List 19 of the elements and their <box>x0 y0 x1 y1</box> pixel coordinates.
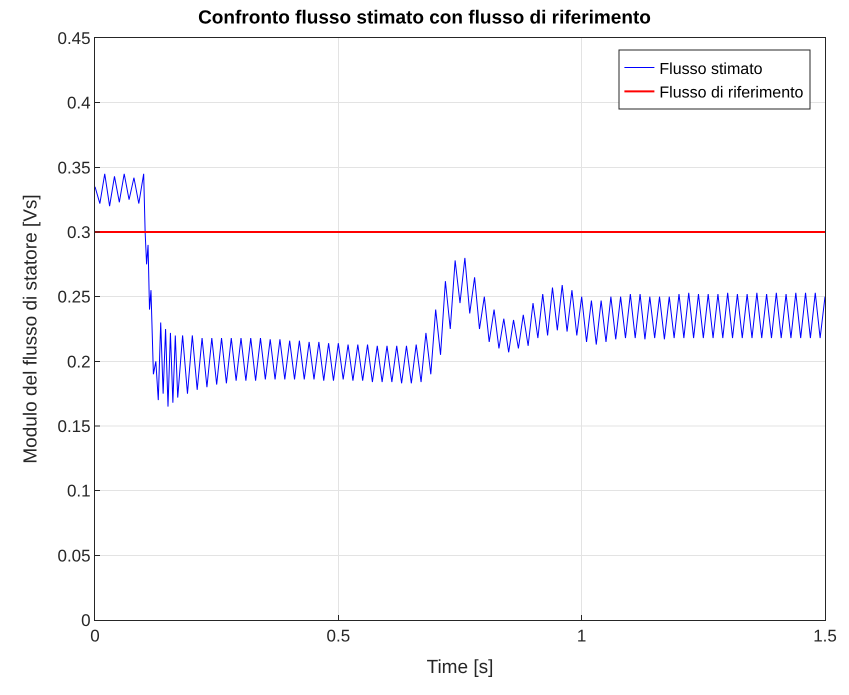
legend-label: Flusso stimato <box>659 60 763 78</box>
x-tick-label: 1 <box>576 626 586 646</box>
y-tick-label: 0.25 <box>58 288 91 307</box>
chart-title: Confronto flusso stimato con flusso di riferimento <box>198 8 651 29</box>
x-tick-label: 0.5 <box>326 626 350 646</box>
y-tick-label: 0 <box>81 610 91 630</box>
y-tick-label: 0.15 <box>58 416 91 436</box>
y-tick-label: 0.45 <box>58 28 91 48</box>
y-axis-title: Modulo del flusso di statore [Vs] <box>20 194 42 464</box>
legend-label: Flusso di riferimento <box>659 84 804 102</box>
x-axis-title: Time [s] <box>426 657 494 678</box>
y-tick-label: 0.3 <box>66 222 91 242</box>
y-tick-label: 0.2 <box>66 352 91 372</box>
y-tick-label: 0.35 <box>58 158 91 178</box>
y-tick-label: 0.1 <box>66 482 91 501</box>
x-tick-label: 1.5 <box>813 626 837 646</box>
y-tick-label: 0.4 <box>66 94 91 113</box>
y-tick-label: 0.05 <box>58 546 91 566</box>
line-series <box>95 173 825 408</box>
